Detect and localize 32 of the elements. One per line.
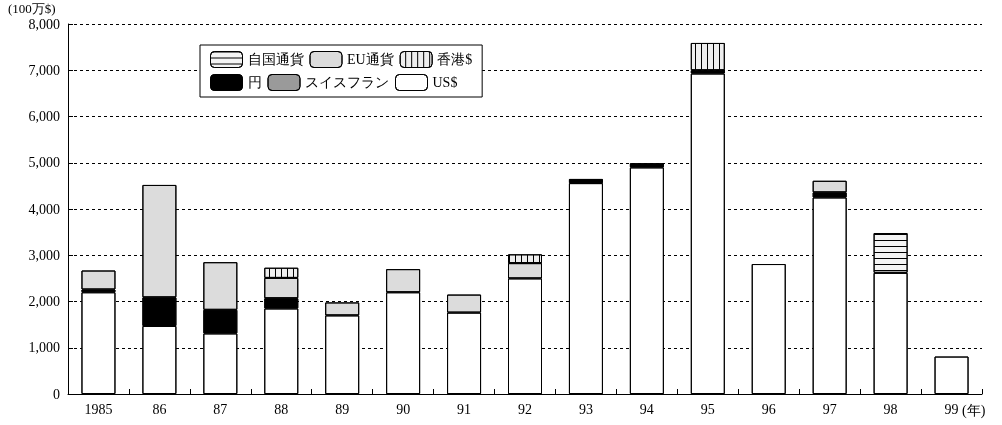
y-tick-label: 7,000 [28, 62, 60, 78]
x-tick-label: 97 [822, 401, 837, 417]
legend-label: EU通貨 [347, 52, 394, 67]
y-tick-label: 5,000 [28, 155, 60, 171]
y-tick-label: 6,000 [28, 109, 60, 124]
y-tick-label: 3,000 [28, 247, 60, 263]
x-tick-label: 91 [457, 401, 472, 417]
x-tick-label: 92 [518, 401, 532, 417]
x-tick-label: 90 [396, 401, 411, 417]
legend-label: US$ [432, 75, 458, 90]
y-tick-label: 0 [53, 386, 60, 402]
x-tick-label: 95 [700, 401, 715, 417]
legend-label: スイスフラン [305, 75, 389, 90]
legend-label: 香港$ [437, 52, 473, 67]
legend-label: 円 [247, 75, 262, 90]
legend-label: 自国通貨 [247, 52, 304, 67]
x-tick-label: 93 [578, 401, 593, 417]
x-tick-label: 89 [335, 401, 350, 417]
x-tick-label: 1985 [84, 401, 113, 417]
x-tick-label: 86 [152, 401, 167, 417]
y-axis-title: (100万$) [8, 1, 56, 16]
y-tick-label: 2,000 [28, 294, 60, 309]
x-tick-label: 94 [639, 401, 654, 417]
x-axis-title: (年) [962, 402, 986, 419]
x-tick-label: 96 [761, 401, 776, 417]
x-tick-label: 88 [274, 401, 289, 417]
y-tick-label: 4,000 [28, 201, 60, 217]
x-tick-label: 98 [883, 401, 898, 417]
x-tick-label: 99 [944, 401, 959, 417]
x-tick-label: 87 [213, 401, 228, 417]
y-tick-label: 1,000 [28, 340, 60, 356]
y-tick-label: 8,000 [28, 16, 60, 32]
